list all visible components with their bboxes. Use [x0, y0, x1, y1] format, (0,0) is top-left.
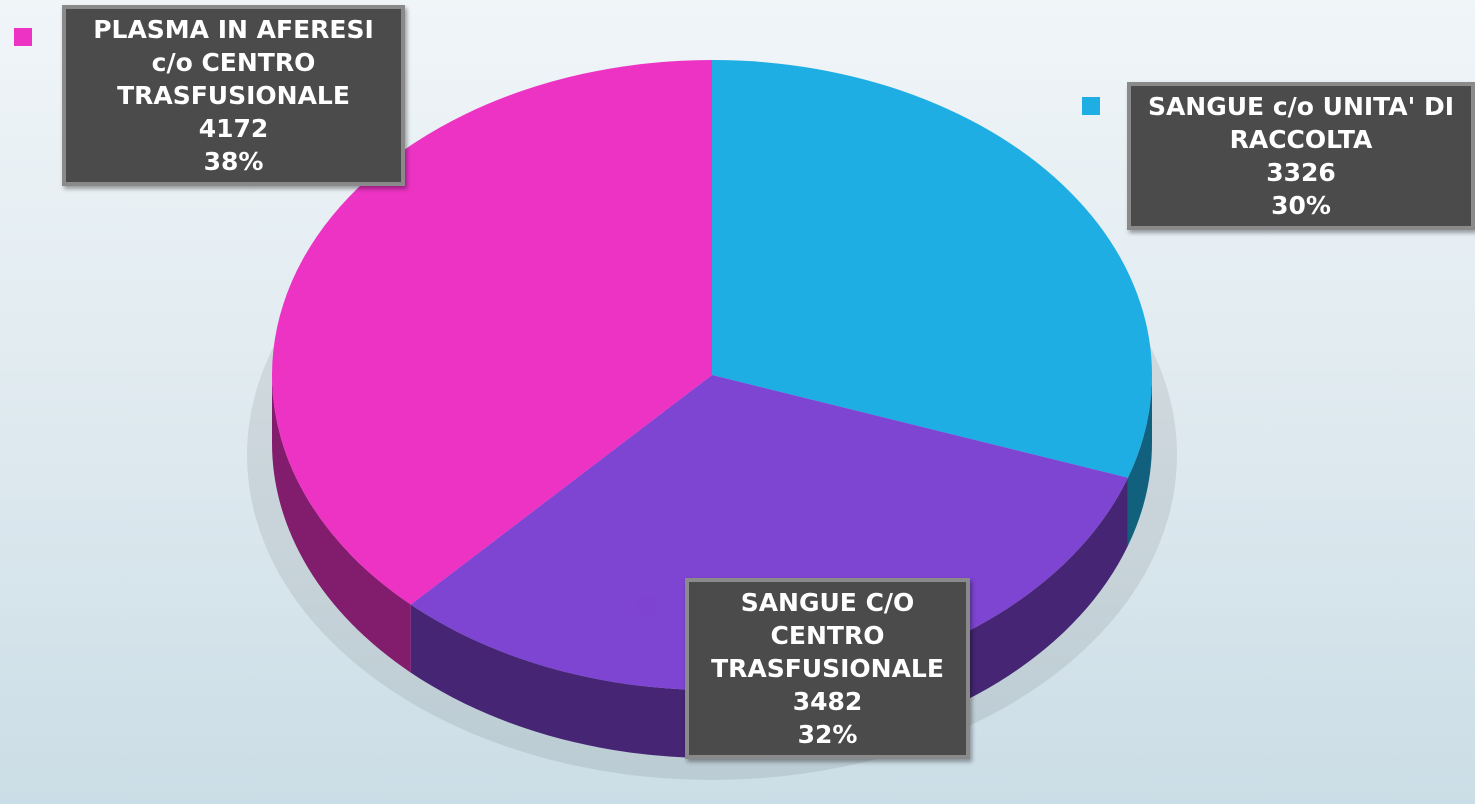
legend-marker — [638, 597, 656, 615]
label-category: SANGUE C/O CENTRO TRASFUSIONALE — [711, 588, 944, 683]
label-value: 3326 — [1266, 158, 1336, 187]
data-label: SANGUE C/O CENTRO TRASFUSIONALE 3482 32% — [685, 578, 970, 759]
legend-marker — [14, 28, 32, 46]
label-category: SANGUE c/o UNITA' DI RACCOLTA — [1147, 92, 1455, 154]
label-value: 4172 — [198, 114, 269, 143]
label-percent: 38% — [203, 147, 264, 176]
pie-side — [272, 375, 411, 673]
pie-slice — [271, 60, 712, 605]
data-label: SANGUE c/o UNITA' DI RACCOLTA 3326 30% — [1127, 82, 1475, 230]
label-value: 3482 — [792, 687, 863, 716]
label-percent: 30% — [1271, 191, 1331, 220]
label-category: PLASMA IN AFERESI c/o CENTRO TRASFUSIONA… — [93, 15, 374, 110]
pie-side — [1127, 375, 1152, 546]
label-percent: 32% — [797, 720, 858, 749]
data-label: PLASMA IN AFERESI c/o CENTRO TRASFUSIONA… — [62, 5, 405, 186]
pie-slice — [712, 60, 1152, 478]
legend-marker — [1082, 97, 1100, 115]
